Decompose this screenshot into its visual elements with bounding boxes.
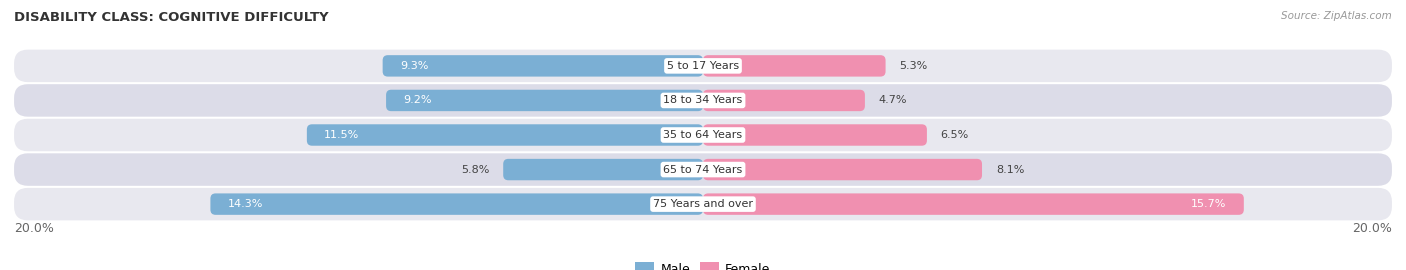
Legend: Male, Female: Male, Female xyxy=(630,257,776,270)
FancyBboxPatch shape xyxy=(387,90,703,111)
FancyBboxPatch shape xyxy=(14,50,1392,82)
Text: 18 to 34 Years: 18 to 34 Years xyxy=(664,95,742,106)
Text: 75 Years and over: 75 Years and over xyxy=(652,199,754,209)
Text: 14.3%: 14.3% xyxy=(228,199,263,209)
FancyBboxPatch shape xyxy=(503,159,703,180)
Text: 20.0%: 20.0% xyxy=(14,222,53,235)
FancyBboxPatch shape xyxy=(703,55,886,77)
Text: 6.5%: 6.5% xyxy=(941,130,969,140)
Text: 5.8%: 5.8% xyxy=(461,164,489,175)
FancyBboxPatch shape xyxy=(382,55,703,77)
FancyBboxPatch shape xyxy=(14,119,1392,151)
Text: 9.2%: 9.2% xyxy=(404,95,432,106)
FancyBboxPatch shape xyxy=(14,84,1392,117)
Text: 11.5%: 11.5% xyxy=(323,130,360,140)
FancyBboxPatch shape xyxy=(703,124,927,146)
FancyBboxPatch shape xyxy=(14,188,1392,220)
Text: 20.0%: 20.0% xyxy=(1353,222,1392,235)
Text: 5.3%: 5.3% xyxy=(900,61,928,71)
Text: Source: ZipAtlas.com: Source: ZipAtlas.com xyxy=(1281,11,1392,21)
Text: 35 to 64 Years: 35 to 64 Years xyxy=(664,130,742,140)
Text: 8.1%: 8.1% xyxy=(995,164,1024,175)
FancyBboxPatch shape xyxy=(703,193,1244,215)
Text: 4.7%: 4.7% xyxy=(879,95,907,106)
FancyBboxPatch shape xyxy=(703,159,981,180)
Text: 5 to 17 Years: 5 to 17 Years xyxy=(666,61,740,71)
FancyBboxPatch shape xyxy=(307,124,703,146)
Text: 9.3%: 9.3% xyxy=(399,61,429,71)
Text: 15.7%: 15.7% xyxy=(1191,199,1226,209)
Text: 65 to 74 Years: 65 to 74 Years xyxy=(664,164,742,175)
FancyBboxPatch shape xyxy=(211,193,703,215)
FancyBboxPatch shape xyxy=(14,153,1392,186)
Text: DISABILITY CLASS: COGNITIVE DIFFICULTY: DISABILITY CLASS: COGNITIVE DIFFICULTY xyxy=(14,11,329,24)
FancyBboxPatch shape xyxy=(703,90,865,111)
